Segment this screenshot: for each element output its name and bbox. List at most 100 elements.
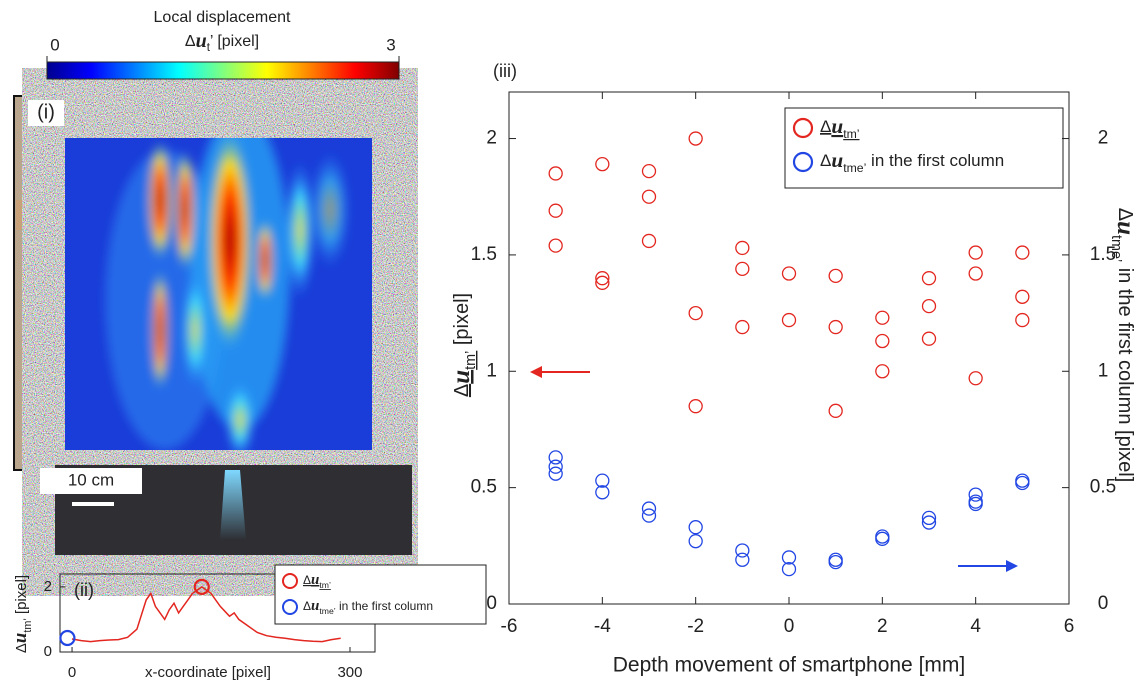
y2-tick-label: 1.5 [1090,244,1116,265]
point [548,203,563,218]
panel-label: (iii) [493,61,517,81]
point [921,271,937,286]
x-tick-label: -4 [594,616,611,637]
label-part: tm’ [463,351,479,370]
colorbar-tick-label: 0 [50,35,59,54]
label-part: tm’ [22,618,34,632]
legend-box [274,564,487,625]
tape [385,310,411,346]
label-part: tme’ [843,161,866,175]
arrow [530,366,590,378]
point [781,550,797,565]
point [688,520,703,535]
legend-label: Δutme’ in the first column [303,598,433,616]
point [875,364,890,379]
label-part: Δ [303,599,311,613]
point [921,515,937,530]
point [641,508,657,523]
y2-axis-label: Δutme’ in the first column [pixel] [1108,208,1139,483]
y2-tick-label: 2 [1098,128,1109,149]
point [548,450,563,465]
colorbar-label: Δut’ [pixel] [185,30,259,54]
label-part: Δ [303,573,311,587]
label-part: Δ [820,117,831,136]
label-part: u [831,114,843,138]
y-axis-label: Δutm’ [pixel] [448,293,479,397]
point [968,487,983,502]
point [641,163,657,179]
point [735,240,750,256]
label-part: ’ [pixel] [210,33,259,50]
legend-label: Δutm’ [303,572,331,590]
scale-bar-label: 10 cm [68,470,114,489]
legend-box [784,107,1064,189]
label-part: u [311,572,319,588]
y-tick-label: 2 [486,128,497,149]
legend-marker [792,117,814,139]
point [1015,245,1030,260]
label-part: tme’ [1108,235,1124,262]
label-part: in the first column [866,151,1004,170]
colorbar-tick-label: 3 [386,35,395,54]
point [968,371,983,386]
point [595,156,610,172]
point [641,233,657,249]
label-part: u [311,598,319,614]
light [220,470,246,540]
y-tick-label: 0 [486,593,497,614]
scale-bar-bg [40,468,142,494]
x-axis-label: x-coordinate [pixel] [145,664,271,681]
tape [16,200,52,230]
point [875,531,890,546]
x-tick-label: 4 [970,616,981,637]
label-part: Δ [185,33,196,50]
panel-label-bg [28,100,64,126]
panel-label: (i) [37,101,55,123]
y-tick-label: 0 [44,643,52,660]
y2-tick-label: 1 [1098,360,1109,381]
legend-marker [282,573,298,589]
point [828,319,843,335]
legend-marker [282,599,298,615]
point [688,399,703,414]
label-part: Δ [1114,208,1136,221]
x-tick-label: 0 [784,616,795,637]
photo-panel [13,95,413,555]
label-part: tme’ [319,606,335,616]
highlight-marker [193,578,210,595]
point [548,166,563,181]
point [641,501,657,516]
point [828,268,843,284]
label-part: in the first column [336,599,433,613]
x-tick-label: 2 [877,616,888,637]
label-part: u [1112,221,1139,235]
label-part: Δ [13,643,30,653]
point [828,403,843,418]
line [71,585,341,643]
label-part: Δ [451,384,473,397]
point [735,552,750,567]
point [781,266,797,281]
colorbar-title: Local displacement [154,9,292,26]
legend-label: Δutme’ in the first column [820,148,1004,175]
label-part: t [207,42,211,54]
colorbar [46,61,400,80]
x-tick-label: -2 [687,616,704,637]
point [968,245,983,260]
legend-marker [792,151,814,173]
point [1015,312,1030,328]
x-tick-label: -6 [501,616,518,637]
heatmap-blobs [105,138,350,450]
point [1015,289,1030,304]
x-tick-label: 300 [337,664,362,681]
label-part: [pixel] [13,575,30,618]
point [735,543,750,558]
y-axis-label: Δutm’ [pixel] [10,575,34,653]
point [781,561,797,577]
point [921,298,937,314]
label-part: tm’ [843,127,859,141]
legend-label: Δutm’ [820,114,860,141]
point [735,319,750,335]
point [781,312,797,328]
